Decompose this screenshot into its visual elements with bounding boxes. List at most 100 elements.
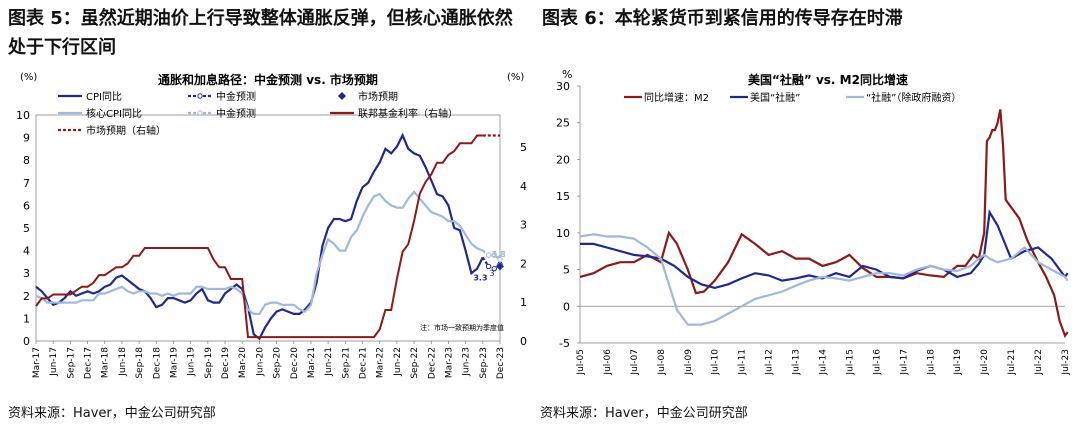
x-tick-label: Jun-18: [118, 347, 128, 377]
x-tick-label: Dec-23: [496, 347, 506, 379]
y-tick-label: 10: [556, 227, 570, 240]
left-y-tick-label: 7: [23, 177, 30, 190]
forecast-point: [497, 256, 503, 263]
forecast-point: [485, 252, 492, 258]
x-tick-label: Mar-21: [307, 347, 317, 378]
x-tick-label: Dec-18: [152, 347, 162, 379]
x-tick-label: Jul-23: [1061, 349, 1071, 376]
x-tick-label: Dec-22: [427, 347, 437, 379]
left-y-tick-label: 8: [23, 154, 30, 167]
legend-label: 同比增速：M2: [644, 91, 709, 104]
legend-label: 市场预期（右轴）: [86, 124, 166, 137]
x-tick-label: Mar-20: [238, 347, 248, 378]
series-line-核心CPI同比 · 中金预测: [482, 249, 501, 261]
x-tick-label: Sep-22: [410, 347, 420, 379]
x-tick-label: Jul-09: [684, 349, 694, 376]
x-tick-label: Sep-19: [204, 347, 214, 379]
series-line-联邦基金利率（右轴）: [35, 134, 483, 339]
x-tick-label: Dec-17: [84, 347, 94, 379]
forecast-point: [485, 263, 492, 270]
y-tick-label: 15: [556, 190, 570, 203]
legend-swatch-marker: [197, 93, 203, 99]
x-tick-label: Dec-19: [221, 347, 231, 379]
x-tick-label: Jun-22: [393, 347, 403, 377]
x-tick-label: Mar-22: [376, 347, 386, 378]
credit-vs-m2-chart: 美国“社融” vs. M2同比增速% -5 0 5 10 15 20 25 30 Jul-05 Ju…: [556, 68, 1071, 376]
x-tick-label: Jul-13: [792, 349, 802, 376]
right-y-tick-label: 5: [520, 141, 527, 154]
right-y-tick-label: 2: [520, 257, 527, 270]
legend-label: 美国“社融”: [750, 91, 800, 104]
x-tick-label: Jul-08: [657, 349, 667, 376]
left-y-tick-label: 9: [23, 132, 30, 145]
x-tick-label: Jul-17: [899, 349, 909, 376]
x-tick-label: Jul-07: [630, 349, 640, 376]
y-tick-label: -5: [559, 337, 570, 350]
chart-title: 通胀和加息路径：中金预测 vs. 市场预期: [158, 72, 378, 87]
x-tick-label: Jun-20: [255, 347, 265, 377]
y-tick-label: 30: [556, 80, 570, 93]
data-label-small: 3: [490, 269, 495, 278]
legend-label: “社融”（除政府融资）: [866, 91, 961, 104]
x-tick-label: Jul-21: [1007, 349, 1017, 376]
source-note-right: 资料来源：Haver，中金公司研究部: [540, 406, 748, 421]
series-line-CPI同比: [35, 132, 484, 341]
legend-label: CPI同比: [86, 91, 122, 103]
left-y-tick-label: 6: [23, 199, 30, 212]
x-tick-label: Jun-19: [187, 347, 197, 377]
x-tick-label: Jun-17: [49, 347, 59, 377]
x-tick-label: Jul-15: [845, 349, 855, 376]
series-line-“社融”（除政府融资）: [579, 233, 1069, 326]
left-y-tick-label: 3: [23, 267, 30, 280]
x-tick-label: Mar-23: [444, 347, 454, 378]
right-y-tick-label: 4: [520, 180, 527, 193]
left-y-tick-label: 4: [23, 245, 30, 258]
panel-inflation-rates: 图表 5：虽然近期油价上行导致整体通胀反弹，但核心通胀依然处于下行区间 通胀和加…: [8, 8, 527, 421]
x-tick-label: Jul-10: [711, 349, 721, 376]
plot-frame: [35, 114, 501, 342]
legend-label: 联邦基金利率（右轴）: [358, 107, 458, 120]
y-tick-label: 25: [556, 117, 570, 130]
legend-swatch-diamond: [338, 92, 346, 100]
x-tick-label: Jul-12: [765, 349, 775, 376]
x-tick-label: Jul-20: [980, 349, 990, 376]
chart-title: 美国“社融” vs. M2同比增速: [748, 72, 908, 87]
x-tick-label: Jun-23: [462, 347, 472, 377]
x-tick-label: Jul-18: [926, 349, 936, 376]
source-note-left: 资料来源：Haver，中金公司研究部: [8, 406, 216, 421]
x-tick-label: Jul-11: [738, 349, 748, 376]
y-tick-label: 20: [556, 153, 570, 166]
x-tick-label: Jul-16: [872, 349, 882, 376]
x-tick-label: Sep-23: [479, 347, 489, 379]
right-y-tick-label: 1: [520, 296, 527, 309]
left-y-tick-label: 0: [23, 335, 30, 348]
x-tick-label: Sep-17: [66, 347, 76, 379]
forecast-point: [491, 265, 497, 272]
legend-label: 市场预期: [358, 90, 398, 103]
x-tick-label: Dec-20: [290, 347, 300, 379]
x-tick-label: Jul-14: [819, 349, 829, 376]
x-tick-label: Mar-18: [101, 347, 111, 378]
market-expectation-marker: [496, 262, 504, 271]
x-tick-label: Mar-19: [169, 347, 179, 378]
left-y-tick-label: 10: [16, 109, 30, 122]
left-y-tick-label: 2: [23, 290, 30, 303]
data-label-cpi: 3.3: [473, 273, 487, 282]
data-label-core-cpi: 3.8: [492, 250, 507, 259]
x-tick-label: Jul-06: [603, 349, 613, 376]
inflation-rate-path-chart: 通胀和加息路径：中金预测 vs. 市场预期 (%) (%) 0 1 2 3 4 5 6 7 8 9 10 0…: [16, 72, 527, 379]
figure-6-title: 图表 6：本轮紧货币到紧信用的传导存在时滞: [542, 8, 903, 29]
legend-label: 中金预测: [216, 107, 256, 120]
x-tick-label: Jul-22: [1034, 349, 1044, 376]
chart-note: 注：市场一致预期为季度值: [420, 323, 504, 332]
y-tick-label: 0: [563, 300, 570, 313]
series-line-美国“社融”: [580, 209, 1069, 290]
left-y-tick-label: 1: [23, 312, 30, 325]
x-tick-label: Jul-05: [576, 349, 586, 376]
legend-swatch-marker: [197, 110, 203, 116]
panel-credit-m2: 图表 6：本轮紧货币到紧信用的传导存在时滞 美国“社融” vs. M2同比增速%…: [540, 0, 1080, 430]
x-tick-label: Sep-21: [341, 347, 351, 379]
x-tick-label: Jun-21: [324, 347, 334, 377]
legend-label: 核心CPI同比: [86, 107, 142, 120]
legend-label: 中金预测: [216, 90, 256, 103]
